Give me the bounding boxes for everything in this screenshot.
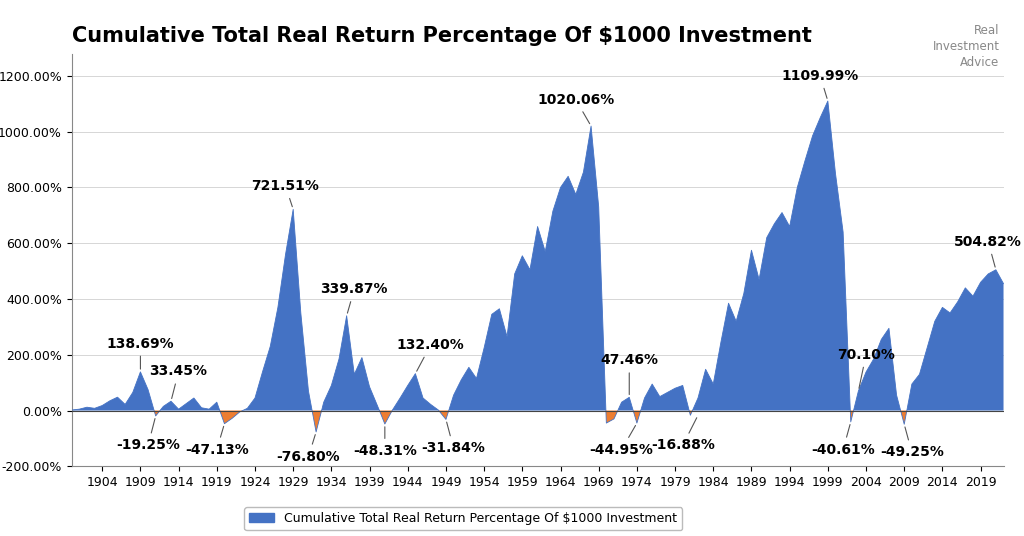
Text: -47.13%: -47.13% bbox=[185, 426, 249, 457]
Text: -48.31%: -48.31% bbox=[353, 427, 417, 458]
Text: 132.40%: 132.40% bbox=[396, 338, 465, 371]
Text: -49.25%: -49.25% bbox=[880, 427, 944, 459]
Text: 47.46%: 47.46% bbox=[600, 353, 658, 394]
Text: 721.51%: 721.51% bbox=[252, 179, 319, 207]
Legend: Cumulative Total Real Return Percentage Of $1000 Investment: Cumulative Total Real Return Percentage … bbox=[244, 507, 682, 530]
Text: 33.45%: 33.45% bbox=[150, 364, 208, 399]
Text: Cumulative Total Real Return Percentage Of $1000 Investment: Cumulative Total Real Return Percentage … bbox=[72, 26, 812, 47]
Text: -16.88%: -16.88% bbox=[651, 418, 715, 452]
Text: -44.95%: -44.95% bbox=[590, 426, 653, 457]
Text: -31.84%: -31.84% bbox=[422, 422, 485, 455]
Text: -40.61%: -40.61% bbox=[811, 425, 874, 457]
Text: 1109.99%: 1109.99% bbox=[781, 69, 859, 98]
Text: -76.80%: -76.80% bbox=[276, 435, 340, 464]
Text: 138.69%: 138.69% bbox=[106, 337, 174, 369]
Text: 504.82%: 504.82% bbox=[954, 235, 1022, 267]
Text: 1020.06%: 1020.06% bbox=[538, 93, 614, 124]
Text: -19.25%: -19.25% bbox=[116, 419, 180, 452]
Text: 339.87%: 339.87% bbox=[321, 282, 388, 313]
Text: Real
Investment
Advice: Real Investment Advice bbox=[933, 24, 999, 69]
Text: 70.10%: 70.10% bbox=[837, 348, 895, 388]
